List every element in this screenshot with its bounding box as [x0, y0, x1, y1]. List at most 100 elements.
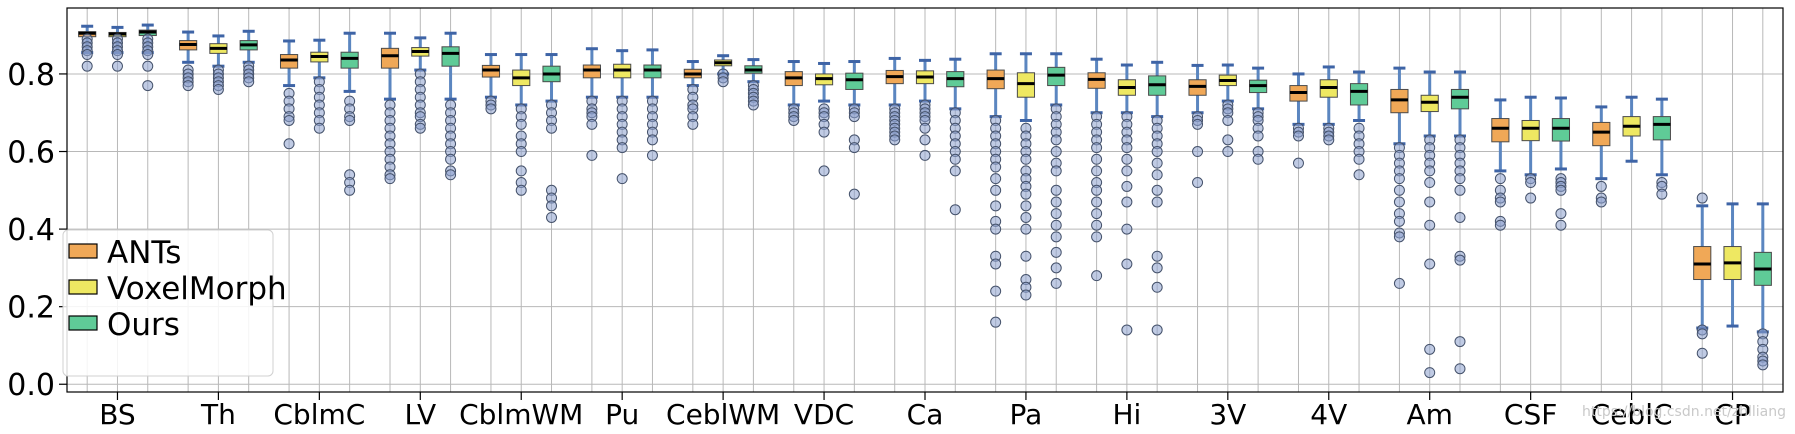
box-ants — [380, 31, 400, 185]
legend-swatch — [68, 315, 98, 331]
outlier-point — [848, 111, 860, 123]
outlier-point — [1192, 146, 1204, 158]
x-tick-label: CblmC — [273, 398, 365, 429]
outlier-point — [313, 122, 325, 134]
outlier-point — [1151, 157, 1163, 169]
box-ants — [1289, 72, 1308, 169]
outlier-point — [1121, 324, 1133, 336]
watermark-text: https://blog.csdn.net/zhlliang — [1582, 404, 1786, 420]
outlier-point — [81, 60, 93, 72]
outlier-point — [1393, 215, 1405, 227]
outlier-point — [1494, 219, 1506, 231]
outlier-point — [949, 165, 961, 177]
outlier-point — [1091, 184, 1103, 196]
outlier-point — [212, 83, 224, 95]
outlier-point — [1151, 184, 1163, 196]
outlier-point — [1151, 281, 1163, 293]
outlier-point — [646, 134, 658, 146]
outlier-point — [1050, 231, 1062, 243]
outlier-point — [1151, 196, 1163, 208]
outlier-point — [1091, 153, 1103, 165]
legend-swatch — [68, 243, 98, 259]
outlier-point — [1121, 153, 1133, 165]
outlier-point — [1121, 180, 1133, 192]
box-ants — [582, 47, 601, 161]
outlier-point — [990, 285, 1002, 297]
box-layer — [78, 23, 1772, 379]
box-ants — [683, 60, 702, 130]
y-tick-label: 0.0 — [7, 368, 55, 403]
outlier-point — [1151, 250, 1163, 262]
outlier-point — [81, 49, 93, 61]
box-voxelmorph — [108, 25, 127, 72]
outlier-point — [1494, 196, 1506, 208]
box-ants — [179, 30, 198, 92]
outlier-point — [1595, 180, 1607, 192]
outlier-point — [1091, 196, 1103, 208]
box-voxelmorph — [512, 53, 531, 196]
outlier-point — [990, 258, 1002, 270]
box-voxelmorph — [1218, 63, 1237, 158]
box-ants — [1491, 98, 1510, 231]
outlier-point — [1252, 130, 1264, 142]
outlier-point — [1424, 177, 1436, 189]
outlier-point — [546, 211, 558, 223]
box-ants — [481, 53, 501, 115]
box-ants — [1390, 66, 1409, 289]
box-ours — [340, 31, 359, 196]
outlier-point — [1555, 184, 1567, 196]
outlier-point — [848, 142, 860, 154]
outlier-point — [1050, 246, 1062, 258]
outlier-point — [283, 138, 295, 150]
box-ours — [1249, 66, 1268, 165]
box-ours — [1753, 202, 1772, 371]
outlier-point — [243, 76, 255, 88]
outlier-point — [1454, 184, 1466, 196]
outlier-point — [949, 204, 961, 216]
outlier-point — [1292, 130, 1304, 142]
outlier-point — [1050, 219, 1062, 231]
box-voxelmorph — [1016, 52, 1036, 301]
outlier-point — [1222, 114, 1234, 126]
box-ours — [1148, 60, 1167, 336]
x-tick-label: VDC — [794, 398, 854, 429]
outlier-point — [445, 169, 457, 181]
outlier-point — [1595, 196, 1607, 208]
outlier-point — [1050, 196, 1062, 208]
outlier-point — [1121, 196, 1133, 208]
outlier-point — [1091, 165, 1103, 177]
outlier-point — [344, 184, 356, 196]
outlier-point — [1091, 142, 1103, 154]
x-tick-label: CeblWM — [666, 398, 780, 429]
outlier-point — [889, 134, 901, 146]
box-voxelmorph — [1521, 95, 1540, 204]
outlier-point — [1151, 324, 1163, 336]
outlier-point — [111, 60, 123, 72]
outlier-point — [515, 146, 527, 158]
outlier-point — [1454, 211, 1466, 223]
outlier-point — [990, 184, 1002, 196]
box-voxelmorph — [915, 58, 935, 161]
box-voxelmorph — [1117, 63, 1136, 336]
box-ours — [1349, 70, 1369, 181]
outlier-point — [384, 173, 396, 185]
outlier-point — [1494, 173, 1506, 185]
iqr-box — [1450, 88, 1470, 110]
outlier-point — [1050, 184, 1062, 196]
outlier-point — [1393, 173, 1405, 185]
outlier-point — [1525, 177, 1537, 189]
x-tick-label: Pa — [1010, 398, 1043, 429]
x-tick-label: 3V — [1209, 398, 1246, 429]
y-tick-label: 0.4 — [7, 213, 55, 248]
outlier-point — [1020, 188, 1032, 200]
outlier-point — [344, 114, 356, 126]
outlier-point — [717, 76, 729, 88]
x-tick-label: CP — [1714, 398, 1750, 429]
box-ants — [986, 52, 1005, 328]
outlier-point — [1192, 118, 1204, 130]
y-tick-label: 0.2 — [7, 291, 55, 326]
outlier-point — [283, 114, 295, 126]
outlier-point — [1020, 211, 1032, 223]
outlier-point — [990, 161, 1002, 173]
